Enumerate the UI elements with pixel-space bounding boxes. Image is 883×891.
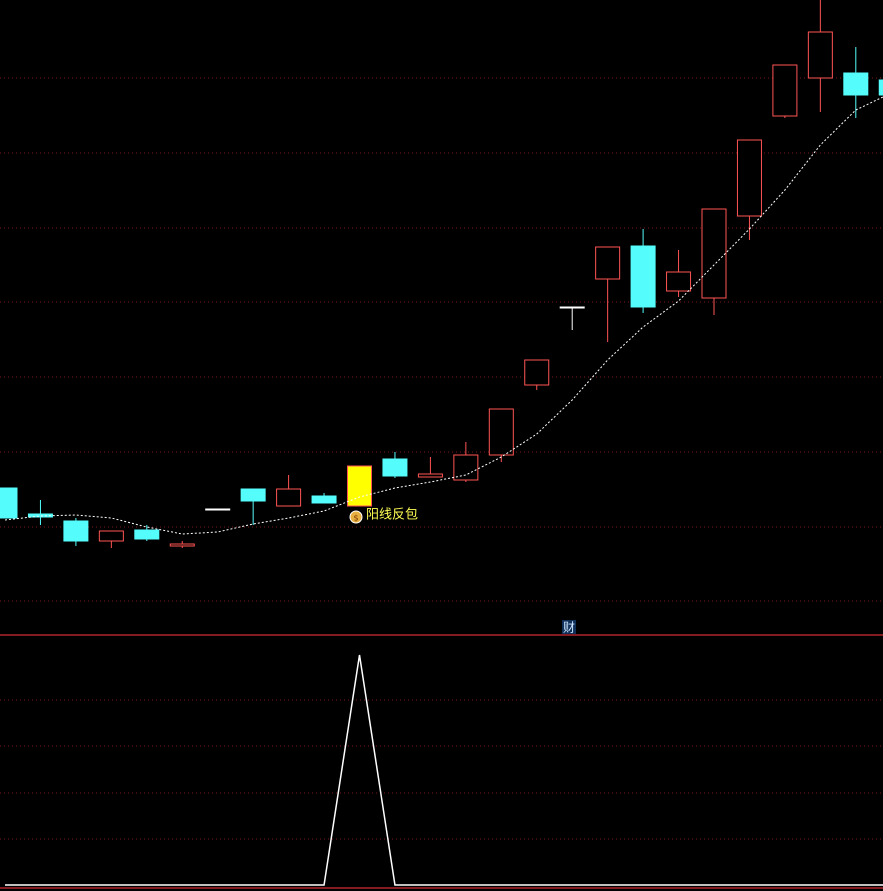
candle-body xyxy=(63,520,89,542)
candle-body xyxy=(0,487,18,519)
candle-body xyxy=(240,488,266,502)
candle-body xyxy=(27,513,53,518)
candle-body xyxy=(630,245,656,308)
candle-body xyxy=(736,139,762,217)
candle-body xyxy=(347,465,372,507)
svg-text:$: $ xyxy=(353,514,358,523)
candle-body xyxy=(701,208,727,299)
candle-body xyxy=(878,79,883,96)
candle-body xyxy=(807,31,833,79)
indicator-panel xyxy=(5,654,883,886)
candle-body xyxy=(134,529,160,540)
candle-body xyxy=(453,454,479,481)
signal-line xyxy=(5,654,883,886)
label-box xyxy=(562,620,576,634)
candle-body xyxy=(772,64,798,117)
candle-body xyxy=(843,72,869,96)
candle-body xyxy=(524,359,550,386)
candle-body xyxy=(666,271,692,292)
main-panel xyxy=(0,0,883,548)
candle-body xyxy=(559,306,585,309)
moving-average xyxy=(4,96,883,535)
candle-body xyxy=(382,458,408,477)
candle-body xyxy=(417,473,443,478)
signal-annotation: 阳线反包 xyxy=(366,508,418,523)
indicator-label: 财 xyxy=(563,621,575,635)
candle-body xyxy=(169,543,195,547)
candle-body xyxy=(595,246,621,280)
candle-body xyxy=(311,495,337,504)
candle-body xyxy=(276,488,302,507)
candle-body xyxy=(488,408,514,456)
money-bag-icon: $ xyxy=(349,510,363,524)
candle-body xyxy=(205,508,231,511)
candle-body xyxy=(98,530,124,542)
